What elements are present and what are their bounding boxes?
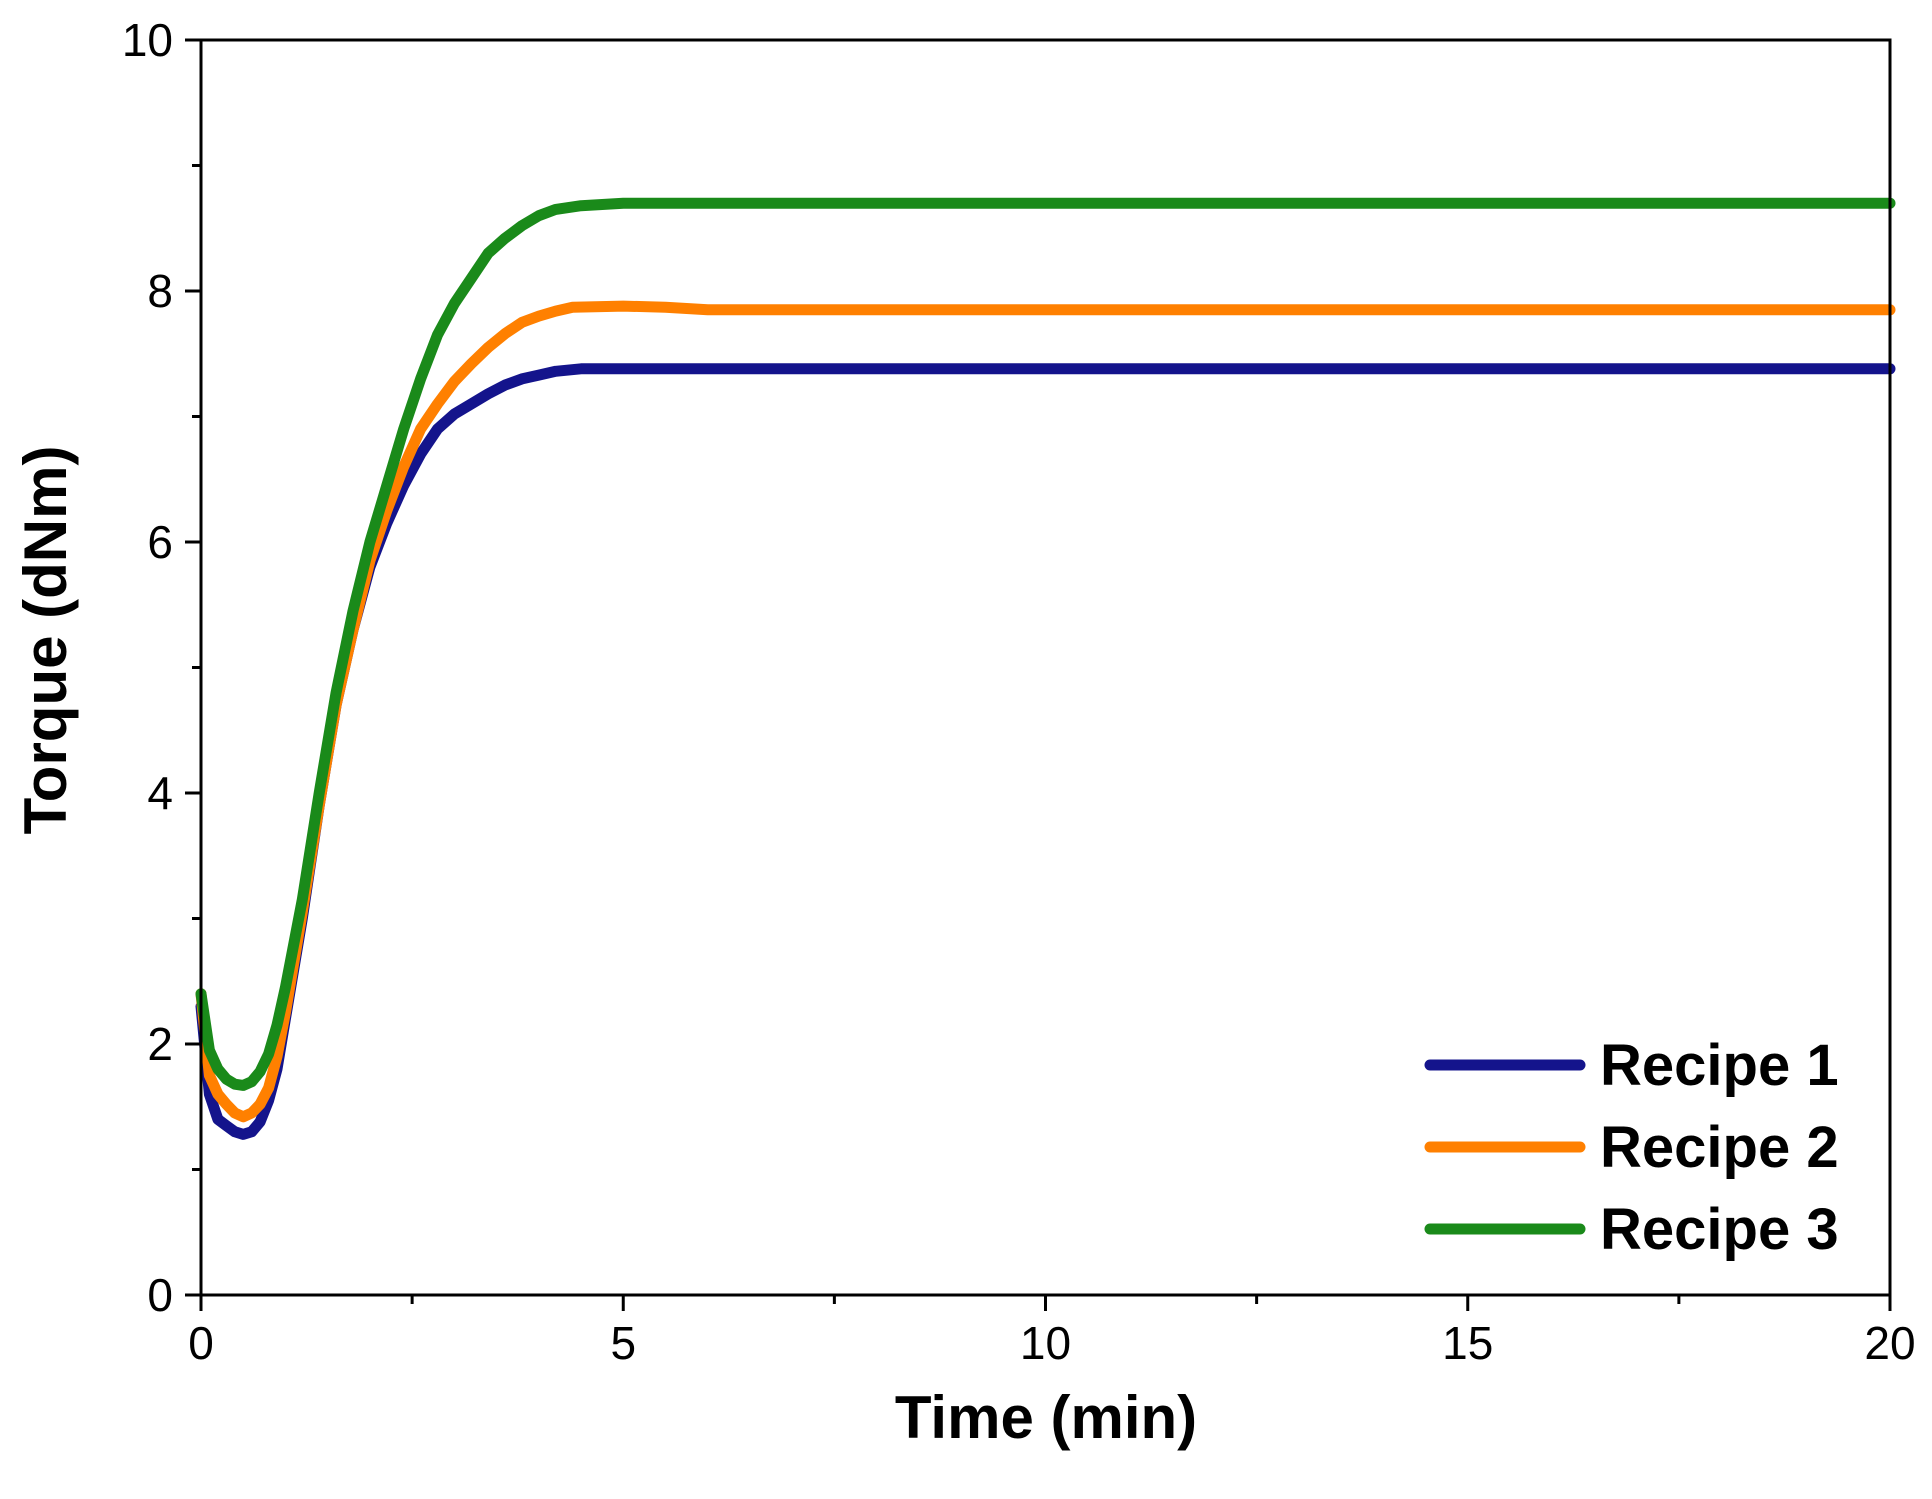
legend-label-2: Recipe 2 (1600, 1115, 1839, 1180)
series-line-2 (195, 300, 1896, 1123)
x-tick-label-2: 10 (1020, 1317, 1071, 1369)
series-layer (195, 197, 1896, 1140)
x-tick-label-3: 15 (1442, 1317, 1493, 1369)
series-line-3 (195, 197, 1896, 1091)
y-tick-label-5: 10 (122, 14, 173, 66)
y-tick-label-3: 6 (147, 516, 173, 568)
y-tick-label-1: 2 (147, 1018, 173, 1070)
y-tick-label-2: 4 (147, 767, 173, 819)
tick-labels-layer: 0 5 10 15 20 0 2 4 6 8 10 (122, 14, 1916, 1369)
y-tick-label-0: 0 (147, 1269, 173, 1321)
legend-label-1: Recipe 1 (1600, 1033, 1839, 1098)
x-tick-label-4: 20 (1864, 1317, 1915, 1369)
plot-frame (199, 38, 1892, 1297)
x-tick-label-1: 5 (610, 1317, 636, 1369)
x-axis-title: Time (min) (895, 1384, 1197, 1451)
y-axis-title: Torque (dNm) (12, 446, 79, 835)
y-tick-label-4: 8 (147, 265, 173, 317)
axes-layer (199, 38, 1892, 1297)
legend-label-3: Recipe 3 (1600, 1197, 1839, 1262)
series-line-1 (195, 363, 1896, 1140)
legend: Recipe 1 Recipe 2 Recipe 3 (1424, 1033, 1839, 1262)
ticks-layer (185, 38, 1892, 1311)
x-tick-label-0: 0 (188, 1317, 214, 1369)
